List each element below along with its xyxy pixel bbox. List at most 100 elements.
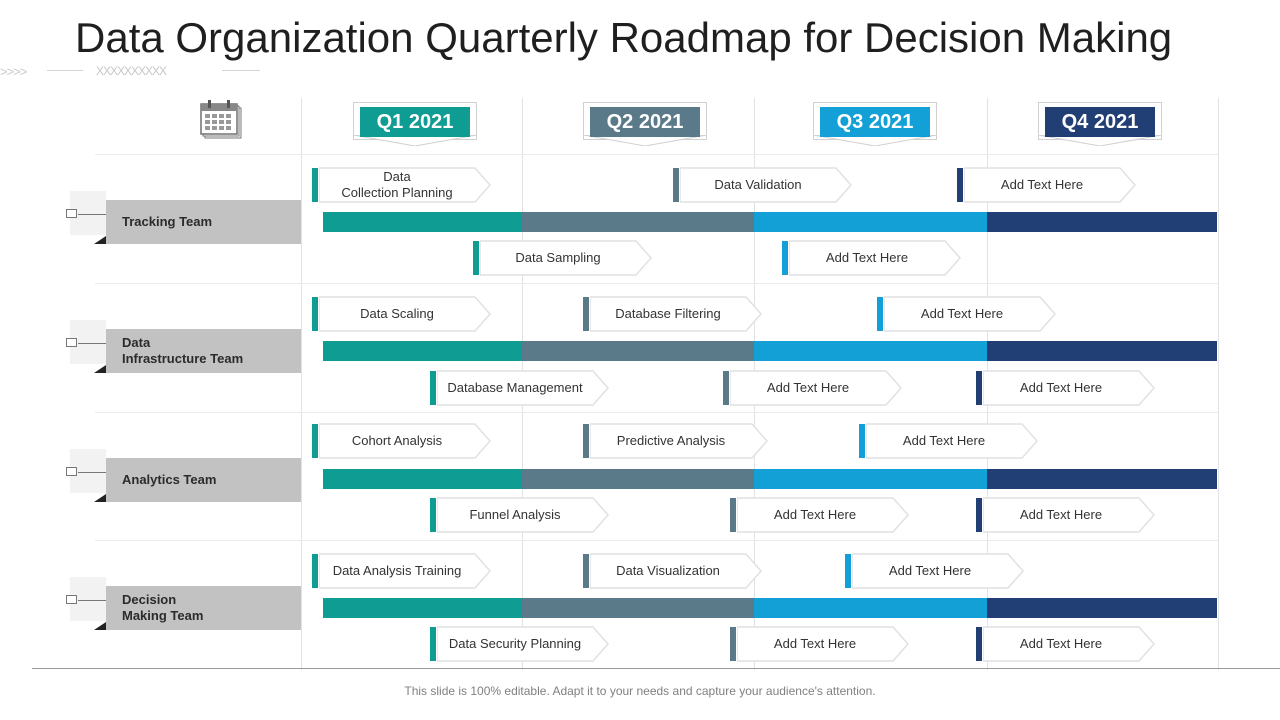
team-label-infrastructure: Data Infrastructure Team [106, 329, 301, 373]
timeline-bar-q3 [754, 341, 987, 361]
task-label: Add Text Here [766, 380, 850, 395]
grid-line [1218, 98, 1219, 670]
crosses-decoration: XXXXXXXXXX [96, 64, 167, 78]
quarter-header-chevron [1038, 135, 1162, 146]
task-label: Predictive Analysis [616, 433, 726, 448]
chevrons-decoration: >>>> [0, 64, 27, 79]
timeline-bar-q2 [522, 341, 754, 361]
timeline-bar-q3 [754, 598, 987, 618]
task-card: Add Text Here [723, 370, 905, 406]
task-card: Data Sampling [473, 240, 655, 276]
task-label: Database Management [447, 380, 583, 395]
quarter-header-q3: Q3 2021 [813, 102, 937, 146]
task-label: Data Scaling [360, 306, 434, 321]
timeline-bar-q4 [987, 598, 1217, 618]
timeline-bar-q1 [323, 341, 522, 361]
team-fold-icon [94, 236, 106, 244]
task-card: Data Analysis Training [312, 553, 494, 589]
task-card: Add Text Here [976, 626, 1158, 662]
task-card: Database Filtering [583, 296, 765, 332]
task-card: Add Text Here [782, 240, 964, 276]
task-arrow-shape [866, 423, 1038, 459]
task-card: Add Text Here [877, 296, 1059, 332]
quarter-header-q2: Q2 2021 [583, 102, 707, 146]
task-label: Add Text Here [1019, 380, 1103, 395]
task-label: Data Analysis Training [332, 563, 462, 578]
quarter-label: Q1 2021 [360, 107, 470, 137]
task-accent [976, 627, 982, 661]
decoration-line-right [222, 70, 260, 71]
timeline-bar-q2 [522, 212, 754, 232]
timeline-bar-q3 [754, 212, 987, 232]
task-accent [730, 498, 736, 532]
task-card: Add Text Here [957, 167, 1139, 203]
task-accent [976, 371, 982, 405]
row-separator [95, 540, 1218, 541]
timeline-bar-q2 [522, 598, 754, 618]
team-connector [78, 343, 106, 344]
task-arrow-shape [590, 423, 768, 459]
task-accent [957, 168, 963, 202]
quarter-header-chevron [813, 135, 937, 146]
task-label: Funnel Analysis [469, 507, 561, 522]
quarter-label: Q2 2021 [590, 107, 700, 137]
task-card: Data Scaling [312, 296, 494, 332]
timeline-bar-q4 [987, 469, 1217, 489]
task-label: Data Security Planning [448, 636, 582, 651]
task-arrow-shape [737, 497, 909, 533]
row-separator [95, 154, 1218, 155]
timeline-bar-q2 [522, 469, 754, 489]
task-label: Add Text Here [1019, 507, 1103, 522]
task-card: Funnel Analysis [430, 497, 612, 533]
task-accent [312, 424, 318, 458]
task-arrow-shape [680, 167, 852, 203]
task-card: Add Text Here [976, 497, 1158, 533]
quarter-header-chevron [583, 135, 707, 146]
task-label: Add Text Here [773, 507, 857, 522]
task-accent [877, 297, 883, 331]
task-accent [723, 371, 729, 405]
grid-line [301, 98, 302, 670]
row-separator [95, 412, 1218, 413]
task-arrow-shape [319, 553, 491, 589]
timeline-bar-q1 [323, 598, 522, 618]
task-card: Data Validation [673, 167, 855, 203]
connector-square-icon [66, 595, 77, 604]
bottom-rule [32, 668, 1280, 669]
task-arrow-shape [964, 167, 1136, 203]
task-card: Predictive Analysis [583, 423, 771, 459]
task-accent [859, 424, 865, 458]
task-arrow-shape [480, 240, 652, 276]
quarter-label: Q4 2021 [1045, 107, 1155, 137]
timeline-bar-q4 [987, 212, 1217, 232]
timeline-bar-q1 [323, 469, 522, 489]
task-accent [730, 627, 736, 661]
team-label-decision-making: Decision Making Team [106, 586, 301, 630]
task-arrow-shape [319, 167, 491, 203]
task-arrow-shape [437, 370, 609, 406]
task-accent [583, 297, 589, 331]
team-fold-icon [94, 622, 106, 630]
task-label: Add Text Here [888, 563, 972, 578]
task-card: Data Security Planning [430, 626, 612, 662]
task-label: Cohort Analysis [351, 433, 443, 448]
task-label: Data Visualization [616, 563, 720, 578]
task-arrow-shape [319, 423, 491, 459]
task-arrow-shape [730, 370, 902, 406]
task-arrow-shape [983, 626, 1155, 662]
task-accent [430, 627, 436, 661]
task-card: Cohort Analysis [312, 423, 494, 459]
task-label: Data Sampling [515, 250, 601, 265]
connector-square-icon [66, 338, 77, 347]
task-label: Add Text Here [920, 306, 1004, 321]
timeline-bar-q3 [754, 469, 987, 489]
task-label: Add Text Here [825, 250, 909, 265]
team-label-tracking: Tracking Team [106, 200, 301, 244]
task-card: Data Collection Planning [312, 167, 494, 203]
task-card: Add Text Here [845, 553, 1027, 589]
task-accent [312, 168, 318, 202]
quarter-header-q1: Q1 2021 [353, 102, 477, 146]
task-arrow-shape [789, 240, 961, 276]
task-arrow-shape [590, 296, 762, 332]
task-accent [312, 554, 318, 588]
